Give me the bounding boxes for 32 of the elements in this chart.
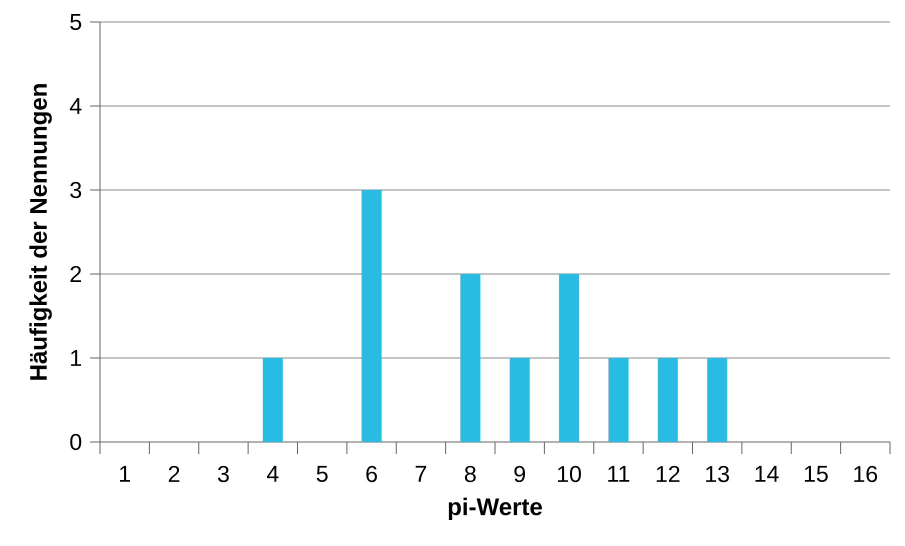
x-tick-label: 7 bbox=[416, 466, 426, 482]
y-tick-label: 3 bbox=[70, 182, 82, 198]
x-tick-label: 16 bbox=[854, 466, 878, 482]
bar bbox=[262, 358, 283, 442]
x-tick-label: 11 bbox=[608, 466, 630, 482]
bar bbox=[559, 274, 580, 442]
bar bbox=[460, 274, 480, 442]
x-tick-label: 10 bbox=[558, 466, 581, 482]
bar bbox=[362, 190, 382, 442]
x-axis-title: pi-Werte bbox=[448, 498, 542, 520]
bar bbox=[707, 358, 728, 442]
y-tick-label: 0 bbox=[70, 434, 82, 450]
x-tick-label: 15 bbox=[804, 466, 828, 482]
x-tick-label: 1 bbox=[120, 466, 130, 482]
y-tick-label: 4 bbox=[70, 98, 82, 114]
y-tick-label: 1 bbox=[71, 350, 82, 366]
x-tick-label: 14 bbox=[756, 466, 779, 482]
x-tick-label: 13 bbox=[706, 466, 729, 482]
x-tick-label: 2 bbox=[168, 466, 180, 482]
x-tick-label: 9 bbox=[514, 466, 525, 482]
bar bbox=[658, 358, 678, 442]
bar bbox=[608, 358, 628, 442]
y-axis-title: Häufigkeit der Nennungen bbox=[29, 84, 52, 380]
x-tick-label: 3 bbox=[218, 466, 229, 482]
bar bbox=[510, 358, 530, 442]
y-tick-label: 2 bbox=[70, 266, 81, 282]
x-tick-label: 5 bbox=[316, 466, 328, 482]
x-tick-label: 4 bbox=[266, 466, 279, 482]
x-tick-label: 12 bbox=[656, 466, 680, 482]
x-tick-label: 6 bbox=[366, 466, 377, 482]
x-tick-label: 8 bbox=[464, 466, 476, 482]
y-tick-label: 5 bbox=[70, 14, 82, 30]
